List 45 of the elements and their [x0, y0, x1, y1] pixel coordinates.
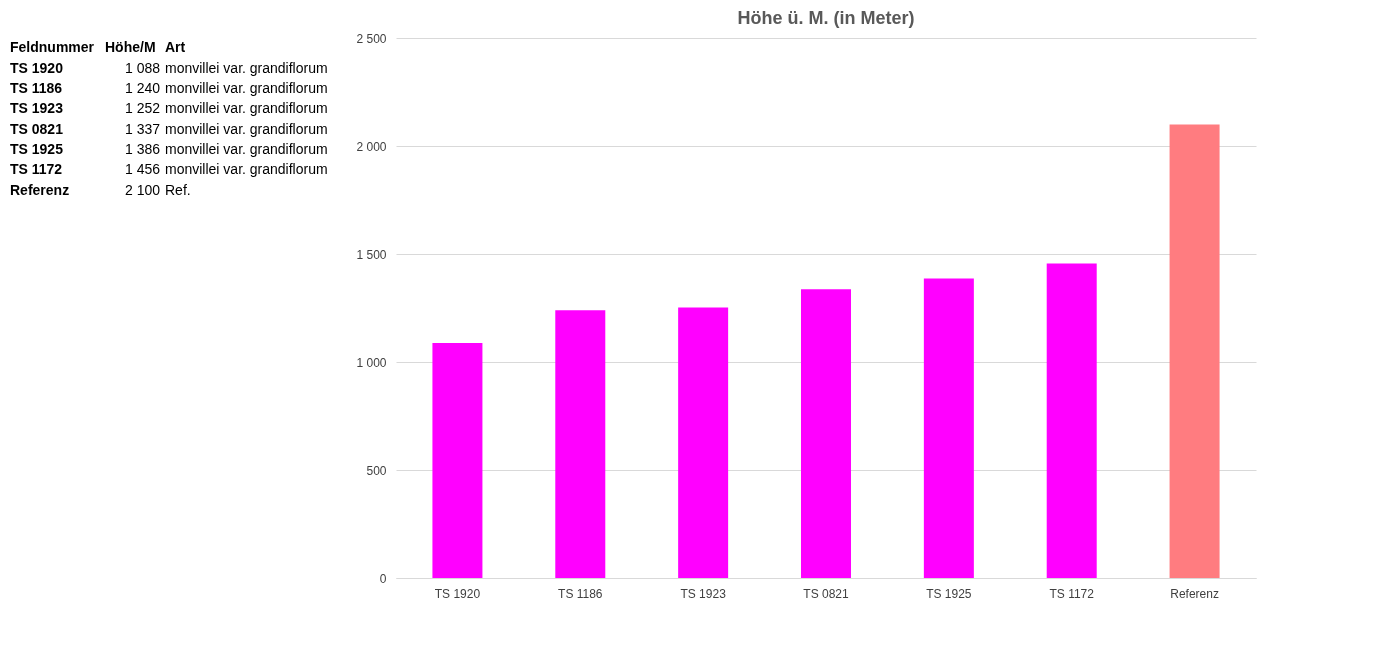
x-tick-label: TS 1925 [926, 586, 972, 601]
text: TS 1923 [10, 100, 64, 117]
text: TS 1172 [10, 161, 63, 178]
text: monvillei var. grandiflorum [165, 59, 328, 76]
x-tick-label: TS 1186 [558, 586, 603, 601]
text: monvillei var. grandiflorum [165, 120, 328, 137]
text: 1 088 [124, 59, 161, 76]
text: monvillei var. grandiflorum [165, 100, 328, 117]
text: monvillei var. grandiflorum [165, 140, 328, 157]
x-tick-label: TS 1920 [434, 586, 481, 601]
bar [432, 342, 483, 578]
text: TS 0821 [10, 120, 64, 137]
bar [923, 278, 974, 578]
bar [1046, 263, 1097, 578]
text: 1 386 [124, 140, 161, 157]
text: 1 456 [124, 161, 161, 178]
text: monvillei var. grandiflorum [165, 79, 328, 96]
x-tick-label: TS 1172 [1049, 586, 1095, 601]
text: 1 252 [124, 100, 161, 117]
text: Ref. [165, 181, 191, 198]
text: TS 1925 [10, 140, 64, 157]
text: 2 100 [124, 181, 161, 198]
text: Höhe/M [105, 39, 156, 56]
chart-title: Höhe ü. M. (in Meter) [737, 8, 915, 28]
text: TS 1920 [10, 59, 64, 76]
y-tick-label: 0 [379, 571, 387, 586]
y-tick-label: 1 000 [356, 355, 387, 370]
text: TS 1186 [10, 79, 63, 96]
text: Referenz [10, 181, 70, 198]
bar [678, 307, 729, 578]
text: 1 240 [124, 79, 161, 96]
x-tick-label: TS 0821 [803, 586, 849, 601]
y-tick-label: 2 000 [356, 139, 387, 154]
text: Art [165, 39, 186, 56]
y-tick-label: 500 [366, 463, 387, 478]
x-tick-label: TS 1923 [680, 586, 727, 601]
bar [555, 310, 606, 578]
bar [801, 289, 851, 578]
text: monvillei var. grandiflorum [165, 161, 328, 178]
bar [1169, 124, 1220, 578]
y-tick-label: 2 500 [356, 31, 387, 46]
x-tick-label: Referenz [1170, 586, 1219, 601]
text: 1 337 [124, 120, 161, 137]
y-tick-label: 1 500 [356, 247, 387, 262]
text: Feldnummer [10, 39, 95, 56]
